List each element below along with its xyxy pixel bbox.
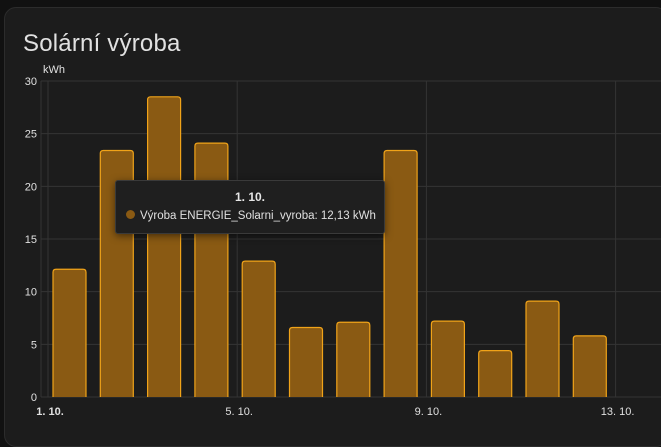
chart-bar <box>288 326 324 397</box>
y-tick-label: 0 <box>31 392 37 404</box>
chart-bar <box>241 260 276 397</box>
chart-bar <box>430 320 465 397</box>
y-tick-label: 25 <box>25 129 37 141</box>
tooltip-value: Výroba ENERGIE_Solarni_vyroba: 12,13 kWh <box>140 210 376 222</box>
y-tick-label: 5 <box>31 339 37 351</box>
x-tick-label: 1. 10. <box>36 406 64 418</box>
x-tick-label: 9. 10. <box>415 406 443 418</box>
y-axis-unit: kWh <box>43 64 65 76</box>
solar-production-card: Solární výroba 0 5 10 15 20 25 30 kWh 1. 10. 5. 1… <box>4 7 661 447</box>
tooltip-date: 1. 10. <box>234 190 266 204</box>
y-tick-label: 20 <box>25 181 37 193</box>
chart-bar <box>147 96 182 397</box>
card-title: Solární výroba <box>23 30 181 57</box>
x-tick-label: 13. 10. <box>601 406 635 418</box>
chart-bar <box>525 300 560 397</box>
tooltip-row: Výroba ENERGIE_Solarni_vyroba: 12,13 kWh <box>126 210 376 222</box>
x-tick-label: 5. 10. <box>225 406 253 418</box>
chart-bar <box>52 268 87 397</box>
chart-bar <box>572 335 607 397</box>
y-tick-label: 15 <box>25 234 37 246</box>
y-tick-label: 30 <box>25 76 37 88</box>
series-color-dot <box>126 210 135 220</box>
chart-bar <box>383 149 418 397</box>
chart-bar <box>336 321 371 397</box>
y-tick-label: 10 <box>25 287 37 299</box>
chart-bar <box>478 350 513 397</box>
chart-tooltip: 1. 10. Výroba ENERGIE_Solarni_vyroba: 12… <box>115 180 385 234</box>
